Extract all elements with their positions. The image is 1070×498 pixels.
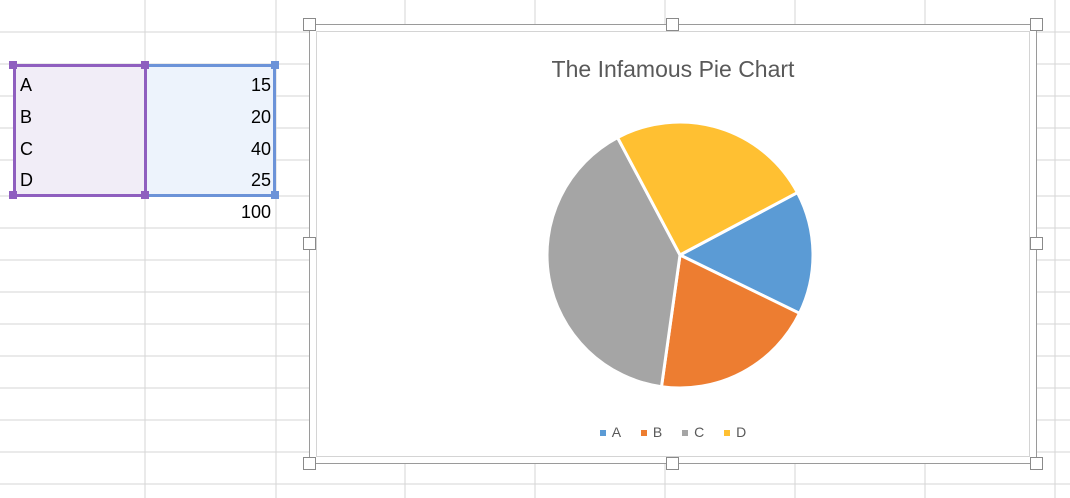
chart-resize-handle-bottom[interactable] bbox=[666, 457, 679, 470]
cell-label-d[interactable]: D bbox=[20, 170, 33, 190]
pie-plot[interactable] bbox=[317, 32, 1031, 458]
chart-object[interactable]: The Infamous Pie Chart A B C D bbox=[303, 18, 1043, 470]
legend-item-c: C bbox=[682, 424, 704, 440]
pie-slice-b[interactable] bbox=[659, 253, 802, 390]
cell-label-c[interactable]: C bbox=[20, 139, 33, 159]
legend-item-b: B bbox=[640, 424, 663, 440]
label-range-handle-top-left[interactable] bbox=[9, 61, 17, 69]
value-range-selection bbox=[146, 66, 274, 195]
cell-label-b[interactable]: B bbox=[20, 107, 33, 127]
cell-total[interactable]: 100 bbox=[240, 202, 271, 222]
cell-label-a[interactable]: A bbox=[20, 75, 33, 95]
chart-resize-handle-right[interactable] bbox=[1030, 237, 1043, 250]
chart-resize-handle-top-left[interactable] bbox=[303, 18, 316, 31]
legend-item-a: A bbox=[599, 424, 622, 440]
pie-slice-c[interactable] bbox=[545, 136, 682, 389]
legend-swatch-c bbox=[682, 430, 689, 437]
chart-title[interactable]: The Infamous Pie Chart bbox=[551, 56, 795, 82]
pie-slice-d[interactable] bbox=[616, 120, 799, 257]
legend-swatch-b bbox=[640, 430, 647, 437]
chart-resize-handle-bottom-right[interactable] bbox=[1030, 457, 1043, 470]
chart-resize-handle-left[interactable] bbox=[303, 237, 316, 250]
chart-area: The Infamous Pie Chart A B C D bbox=[316, 31, 1030, 457]
legend-swatch-a bbox=[599, 430, 606, 437]
legend-label-b: B bbox=[652, 424, 663, 440]
legend-swatch-d bbox=[724, 430, 731, 437]
legend-label-a: A bbox=[611, 424, 622, 440]
label-range-handle-bottom-right[interactable] bbox=[141, 191, 149, 199]
legend-item-d: D bbox=[724, 424, 746, 440]
chart-legend[interactable]: A B C D bbox=[317, 424, 1029, 440]
label-range-selection bbox=[14, 66, 145, 195]
cell-value-a[interactable]: 15 bbox=[250, 75, 271, 95]
label-range-handle-top-right[interactable] bbox=[141, 61, 149, 69]
cell-value-b[interactable]: 20 bbox=[250, 107, 271, 127]
label-range-handle-bottom-left[interactable] bbox=[9, 191, 17, 199]
cell-value-d[interactable]: 25 bbox=[250, 170, 271, 190]
chart-resize-handle-top[interactable] bbox=[666, 18, 679, 31]
pie-slice-a[interactable] bbox=[678, 191, 815, 315]
legend-label-d: D bbox=[736, 424, 747, 440]
cell-value-c[interactable]: 40 bbox=[250, 139, 271, 159]
chart-resize-handle-top-right[interactable] bbox=[1030, 18, 1043, 31]
value-range-handle-bottom-right[interactable] bbox=[271, 191, 279, 199]
chart-resize-handle-bottom-left[interactable] bbox=[303, 457, 316, 470]
legend-label-c: C bbox=[694, 424, 705, 440]
value-range-handle-top-right[interactable] bbox=[271, 61, 279, 69]
